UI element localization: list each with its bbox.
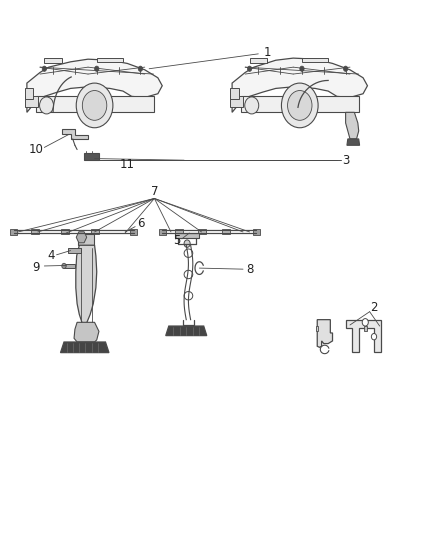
Polygon shape xyxy=(97,58,123,62)
Polygon shape xyxy=(62,130,88,139)
Polygon shape xyxy=(230,96,243,107)
Text: 8: 8 xyxy=(247,263,254,276)
Polygon shape xyxy=(25,96,38,107)
Circle shape xyxy=(247,66,252,71)
Polygon shape xyxy=(76,232,87,243)
Polygon shape xyxy=(232,58,367,112)
Bar xyxy=(91,229,99,235)
Circle shape xyxy=(343,66,348,71)
Circle shape xyxy=(184,240,190,247)
Polygon shape xyxy=(27,59,162,112)
Polygon shape xyxy=(166,326,207,336)
Bar xyxy=(364,326,367,332)
Bar xyxy=(175,229,183,235)
Text: 6: 6 xyxy=(137,217,144,230)
Bar xyxy=(78,233,94,245)
Text: 4: 4 xyxy=(47,249,55,262)
Circle shape xyxy=(42,66,46,71)
Text: 2: 2 xyxy=(370,301,378,314)
Bar xyxy=(198,229,206,235)
Polygon shape xyxy=(346,112,359,139)
Polygon shape xyxy=(316,326,318,332)
Text: 3: 3 xyxy=(342,154,349,167)
Polygon shape xyxy=(250,58,267,63)
Polygon shape xyxy=(302,58,328,62)
Polygon shape xyxy=(241,96,359,112)
Text: 1: 1 xyxy=(263,46,271,59)
Circle shape xyxy=(371,334,377,340)
Bar xyxy=(175,233,199,238)
Bar xyxy=(64,264,75,268)
Polygon shape xyxy=(44,58,62,63)
Bar xyxy=(222,229,230,235)
Circle shape xyxy=(95,66,99,71)
Circle shape xyxy=(362,319,368,326)
Polygon shape xyxy=(346,320,381,352)
Polygon shape xyxy=(25,88,33,99)
Circle shape xyxy=(76,83,113,128)
Circle shape xyxy=(39,97,53,114)
Text: 10: 10 xyxy=(29,143,44,156)
Text: 9: 9 xyxy=(33,261,40,273)
Text: 7: 7 xyxy=(151,184,158,198)
Text: 11: 11 xyxy=(120,158,135,171)
Bar xyxy=(61,229,69,235)
Polygon shape xyxy=(74,322,99,342)
Bar xyxy=(31,229,39,235)
Polygon shape xyxy=(84,154,99,160)
Circle shape xyxy=(82,91,107,120)
Polygon shape xyxy=(76,245,97,325)
Bar xyxy=(159,229,166,235)
Bar xyxy=(68,248,81,253)
Text: 5: 5 xyxy=(173,235,181,247)
Polygon shape xyxy=(230,88,239,99)
Bar xyxy=(131,229,138,235)
Bar xyxy=(253,229,260,235)
Circle shape xyxy=(62,263,66,269)
Circle shape xyxy=(245,97,259,114)
Bar xyxy=(11,229,17,235)
Polygon shape xyxy=(35,96,153,112)
Polygon shape xyxy=(60,342,109,353)
Circle shape xyxy=(288,91,312,120)
Polygon shape xyxy=(347,139,360,146)
Circle shape xyxy=(282,83,318,128)
Circle shape xyxy=(138,66,143,71)
Circle shape xyxy=(300,66,304,71)
Polygon shape xyxy=(317,320,332,348)
